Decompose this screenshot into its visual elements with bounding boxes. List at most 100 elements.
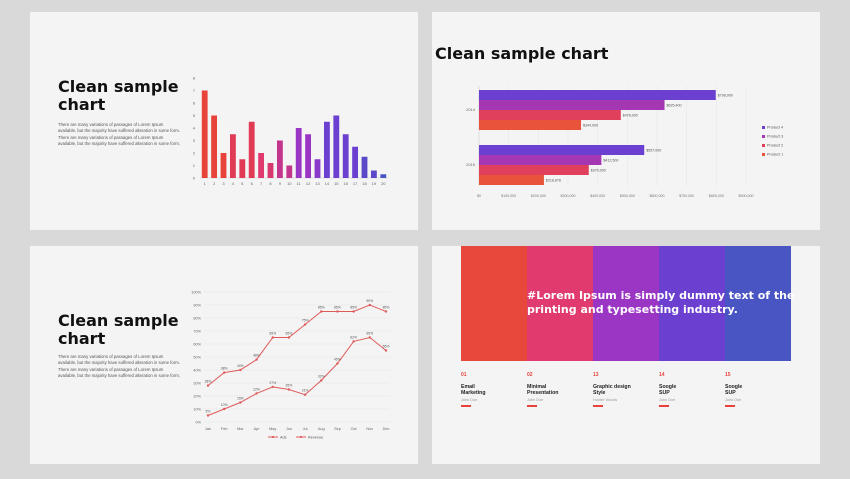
feature-author: John Doe — [659, 398, 676, 402]
x-tick-label: $500,000 — [620, 194, 635, 198]
feature-heading: Graphic design Style — [593, 384, 631, 396]
color-band — [527, 246, 593, 361]
color-band — [593, 246, 659, 361]
data-label: 27% — [269, 381, 276, 385]
slide-4[interactable]: #Lorem Ipsum is simply dummy text of the… — [432, 246, 820, 464]
legend-marker — [299, 435, 303, 439]
legend-swatch — [762, 126, 765, 129]
x-tick-label: $600,000 — [650, 194, 665, 198]
data-label: $798,000 — [718, 93, 733, 97]
data-point — [239, 368, 242, 372]
title-line-1: Clean sample — [58, 311, 179, 330]
legend-label: Product 1 — [767, 153, 783, 157]
bar — [201, 90, 208, 178]
bar — [361, 156, 368, 178]
bar — [295, 128, 302, 178]
x-tick-label: $300,000 — [561, 194, 576, 198]
accent-underline — [461, 405, 471, 407]
data-point — [222, 407, 226, 411]
y-tick-label: 8 — [193, 76, 196, 81]
bar — [276, 140, 283, 178]
feature-number: 13 — [593, 372, 599, 378]
line-chart: 0% 10% 20% 30% 40% 50% 60% 70% 80% 90% 100% Jan Feb M… — [191, 290, 390, 439]
data-point — [287, 336, 291, 339]
bar — [220, 153, 227, 178]
x-tick-label: 3 — [222, 181, 225, 186]
data-label: 85% — [318, 306, 325, 310]
bar — [479, 120, 582, 130]
data-label: $370,000 — [591, 168, 606, 172]
x-tick-label: 14 — [325, 181, 330, 186]
accent-underline — [659, 405, 669, 407]
x-tick-label: $200,000 — [531, 194, 546, 198]
horizontal-bar-chart: $0 $100,000 $200,000 $300,000 $400,000 $500,0… — [466, 86, 783, 198]
data-label: 15% — [237, 397, 244, 401]
data-label: 5% — [206, 410, 211, 414]
y-tick-label: 60% — [193, 342, 201, 346]
bar — [323, 121, 330, 178]
slide-1-body: There are many variations of passages of… — [58, 122, 180, 146]
data-point — [368, 303, 372, 307]
data-label: 21% — [302, 389, 309, 393]
feature-author: Hunter Woods — [593, 398, 618, 402]
bar — [479, 145, 645, 155]
y-tick-label: 2 — [193, 151, 196, 156]
data-label: 65% — [286, 332, 293, 336]
legend-swatch — [762, 135, 765, 138]
data-label: $625,400 — [667, 103, 682, 107]
data-label: 85% — [350, 306, 357, 310]
data-point — [222, 371, 226, 374]
x-tick-label: $700,000 — [679, 194, 694, 198]
data-point — [384, 310, 388, 313]
data-point — [384, 349, 388, 352]
slide-1[interactable]: Clean sample chart There are many variat… — [30, 12, 418, 230]
data-point — [303, 323, 307, 326]
data-label: $557,000 — [646, 148, 661, 152]
slide-2[interactable]: Clean sample chart $0 $100,000 $200,000 $30… — [432, 12, 820, 230]
slide-3[interactable]: Clean sample chart There are many variat… — [30, 246, 418, 464]
y-tick-label: 5 — [193, 113, 196, 118]
data-label: $344,000 — [583, 123, 598, 127]
title-line-1: Clean sample — [58, 77, 179, 96]
data-label: 10% — [221, 403, 228, 407]
x-tick-label: May — [269, 427, 276, 431]
color-band — [725, 246, 791, 361]
data-label: $478,000 — [623, 113, 638, 117]
feature-item: 15 Soogle SUP John Doe — [725, 372, 785, 407]
feature-item: 14 Soogle SUP John Doe — [659, 372, 719, 407]
bar — [342, 134, 349, 178]
legend-swatch — [762, 153, 765, 156]
x-tick-label: 1 — [204, 181, 207, 186]
feature-number: 02 — [527, 372, 533, 378]
group-label: 2014 — [466, 107, 476, 112]
y-tick-label: 40% — [193, 368, 201, 372]
x-tick-label: Apr — [254, 427, 261, 431]
x-tick-label: 15 — [334, 181, 339, 186]
y-tick-label: 30% — [193, 381, 201, 385]
x-tick-label: Jun — [286, 427, 292, 431]
data-point — [206, 384, 210, 387]
bar — [314, 159, 321, 178]
bar — [479, 90, 716, 100]
data-point — [206, 414, 210, 417]
accent-underline — [593, 405, 603, 407]
x-tick-label: 6 — [251, 181, 254, 186]
x-tick-label: $800,000 — [709, 194, 724, 198]
x-tick-label: 10 — [287, 181, 292, 186]
accent-underline — [725, 405, 735, 407]
legend-label: Product 3 — [767, 135, 783, 139]
feature-number: 14 — [659, 372, 665, 378]
x-tick-label: $400,000 — [590, 194, 605, 198]
y-tick-label: 100% — [191, 290, 201, 294]
data-label: 28% — [205, 380, 212, 384]
bar — [229, 134, 236, 178]
x-tick-label: 4 — [232, 181, 235, 186]
x-tick-label: Nov — [366, 427, 373, 431]
bar — [267, 163, 274, 178]
data-label: $218,878 — [546, 178, 561, 182]
feature-item: 01 Email Marketing John Doe — [461, 372, 521, 407]
data-point — [336, 310, 339, 313]
feature-heading: Soogle SUP — [659, 384, 677, 396]
data-point — [271, 336, 274, 339]
